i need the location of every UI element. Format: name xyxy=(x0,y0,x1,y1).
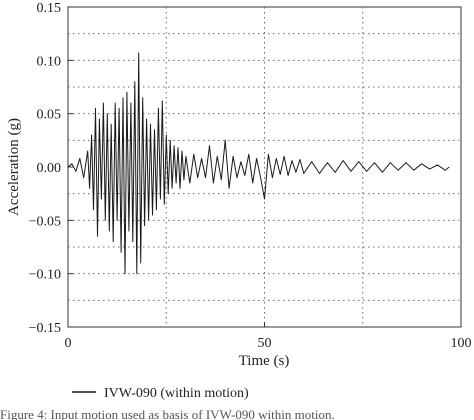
x-axis: 0 50 100 xyxy=(65,322,472,351)
legend: IVW-090 (within motion) xyxy=(72,386,249,401)
y-tick-label: 0.05 xyxy=(37,108,62,123)
series-group xyxy=(67,52,450,275)
y-axis: −0.15 −0.10 −0.05 0.00 0.05 0.10 0.15 xyxy=(29,1,73,336)
y-tick-label: 0.15 xyxy=(37,1,62,16)
series-line xyxy=(67,52,450,275)
y-tick-label: 0.00 xyxy=(37,161,62,176)
y-tick-label: −0.15 xyxy=(29,321,61,336)
x-axis-title: Time (s) xyxy=(239,353,290,369)
x-tick-label: 50 xyxy=(258,336,272,351)
x-tick-label: 0 xyxy=(65,336,72,351)
y-axis-title: Acceleration (g) xyxy=(6,118,22,216)
legend-label: IVW-090 (within motion) xyxy=(104,386,249,401)
y-tick-label: 0.10 xyxy=(37,54,62,69)
y-tick-label: −0.10 xyxy=(29,268,61,283)
figure-caption: Figure 4: Input motion used as basis of … xyxy=(0,407,335,420)
y-tick-label: −0.05 xyxy=(29,214,61,229)
x-tick-label: 100 xyxy=(451,336,472,351)
